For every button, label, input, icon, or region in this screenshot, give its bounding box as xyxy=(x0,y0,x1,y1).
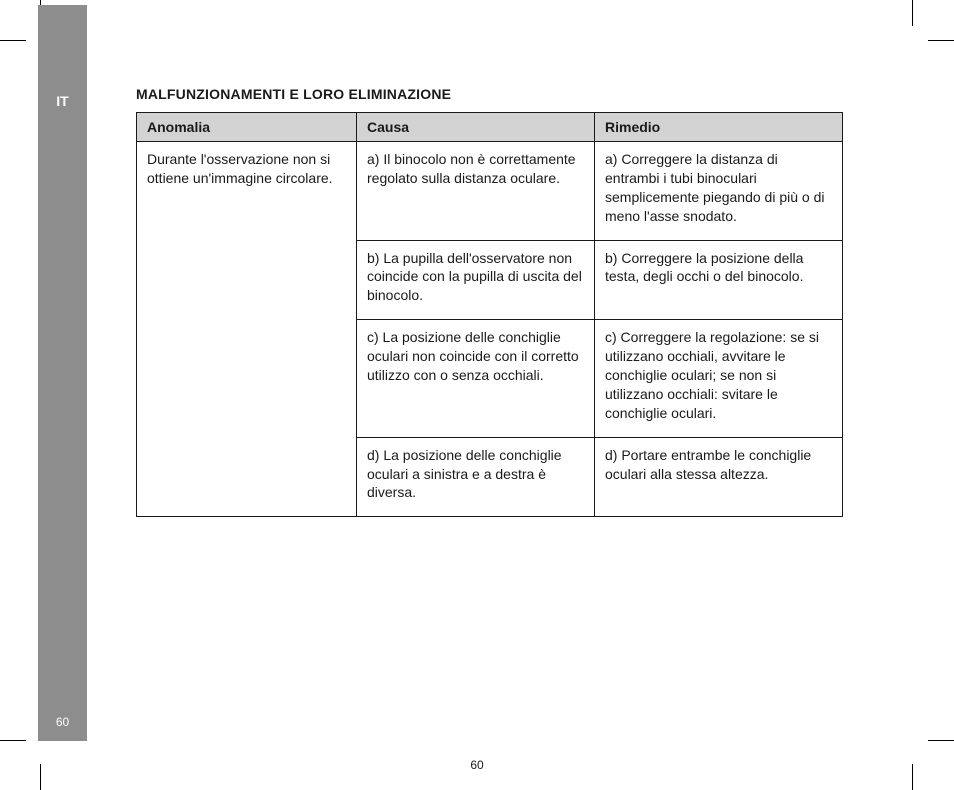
sidebar-page-number: 60 xyxy=(38,715,87,729)
section-heading: MALFUNZIONAMENTI E LORO ELIMINAZIONE xyxy=(136,86,842,102)
col-header-rimedio: Rimedio xyxy=(595,113,843,142)
col-header-anomalia: Anomalia xyxy=(137,113,357,142)
table-row: Durante l'osservazione non si ottiene un… xyxy=(137,142,843,241)
language-tag: IT xyxy=(38,93,87,109)
troubleshooting-table: Anomalia Causa Rimedio Durante l'osserva… xyxy=(136,112,843,517)
footer-page-number: 60 xyxy=(0,758,954,772)
cell-causa: b) La pupilla dell'osservatore non coinc… xyxy=(357,240,595,320)
cell-rimedio: a) Correggere la distanza di entrambi i … xyxy=(595,142,843,241)
cell-causa: c) La posizione delle conchiglie oculari… xyxy=(357,320,595,437)
cell-anomalia: Durante l'osservazione non si ottiene un… xyxy=(137,142,357,517)
cell-rimedio: d) Portare entrambe le conchiglie ocular… xyxy=(595,437,843,517)
cell-causa: a) Il binocolo non è correttamente regol… xyxy=(357,142,595,241)
col-header-causa: Causa xyxy=(357,113,595,142)
table-header-row: Anomalia Causa Rimedio xyxy=(137,113,843,142)
sidebar: IT 60 xyxy=(38,5,87,741)
cell-causa: d) La posizione delle conchiglie oculari… xyxy=(357,437,595,517)
cell-rimedio: b) Correggere la posizione della testa, … xyxy=(595,240,843,320)
content-area: MALFUNZIONAMENTI E LORO ELIMINAZIONE Ano… xyxy=(136,86,842,517)
cell-rimedio: c) Correggere la regolazione: se si util… xyxy=(595,320,843,437)
